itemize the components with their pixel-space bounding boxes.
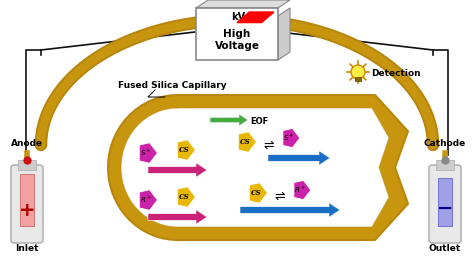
Bar bbox=[18, 160, 36, 170]
Text: ⇌: ⇌ bbox=[264, 139, 274, 152]
Text: $R^+$: $R^+$ bbox=[140, 195, 152, 205]
Polygon shape bbox=[237, 12, 274, 23]
Text: $S^+$: $S^+$ bbox=[140, 148, 152, 158]
Polygon shape bbox=[294, 180, 311, 200]
Text: High
Voltage: High Voltage bbox=[215, 30, 259, 51]
Text: kV: kV bbox=[232, 12, 246, 22]
Bar bbox=[438, 178, 452, 226]
Polygon shape bbox=[108, 95, 408, 240]
Polygon shape bbox=[177, 140, 196, 160]
Text: +: + bbox=[19, 201, 35, 219]
Polygon shape bbox=[238, 132, 256, 152]
Polygon shape bbox=[210, 114, 248, 126]
Text: ⇌: ⇌ bbox=[275, 189, 285, 202]
Text: Detection: Detection bbox=[371, 69, 420, 78]
Text: Anode: Anode bbox=[11, 139, 43, 148]
Text: Cathode: Cathode bbox=[424, 139, 466, 148]
Text: Fused Silica Capillary: Fused Silica Capillary bbox=[118, 81, 227, 90]
Text: Inlet: Inlet bbox=[15, 244, 39, 253]
Text: EOF: EOF bbox=[250, 117, 268, 126]
Polygon shape bbox=[240, 203, 340, 217]
Polygon shape bbox=[283, 128, 300, 148]
FancyBboxPatch shape bbox=[429, 165, 461, 243]
FancyBboxPatch shape bbox=[196, 8, 278, 60]
Polygon shape bbox=[121, 108, 389, 227]
Polygon shape bbox=[139, 143, 157, 163]
Bar bbox=[436, 160, 454, 170]
Polygon shape bbox=[278, 8, 290, 60]
Polygon shape bbox=[139, 190, 157, 210]
Text: $S^+$: $S^+$ bbox=[283, 133, 295, 143]
FancyBboxPatch shape bbox=[11, 165, 43, 243]
Polygon shape bbox=[148, 163, 207, 177]
Text: CS: CS bbox=[251, 189, 261, 197]
Circle shape bbox=[351, 65, 365, 79]
Polygon shape bbox=[249, 182, 268, 203]
Bar bbox=[355, 77, 361, 81]
Polygon shape bbox=[268, 151, 330, 165]
Polygon shape bbox=[148, 210, 207, 224]
Text: −: − bbox=[437, 198, 453, 218]
Text: CS: CS bbox=[240, 138, 250, 146]
Text: $R^+$: $R^+$ bbox=[294, 185, 306, 195]
Polygon shape bbox=[196, 0, 290, 8]
Text: CS: CS bbox=[179, 146, 189, 154]
Text: CS: CS bbox=[179, 193, 189, 201]
Text: Outlet: Outlet bbox=[429, 244, 461, 253]
Bar bbox=[20, 174, 34, 226]
Polygon shape bbox=[177, 187, 196, 207]
